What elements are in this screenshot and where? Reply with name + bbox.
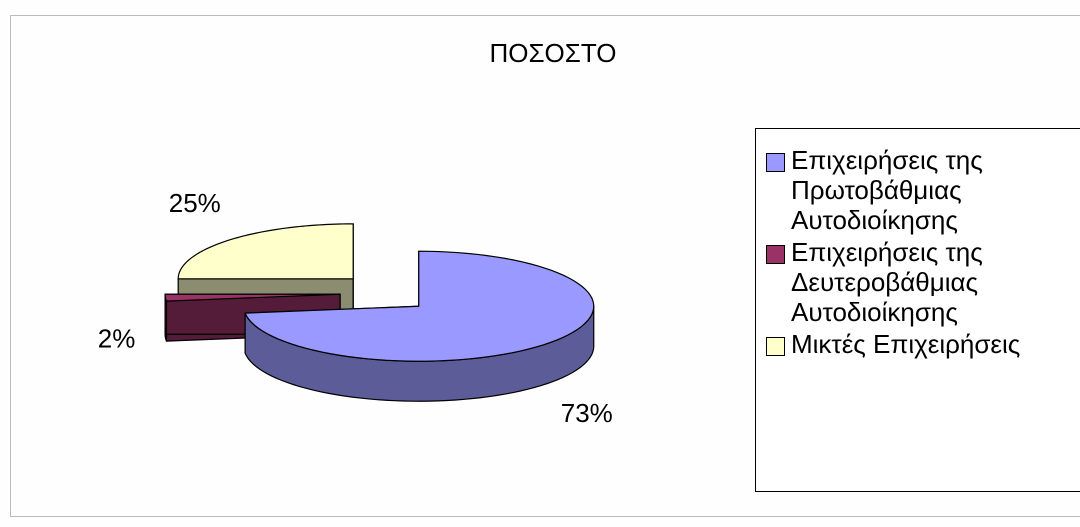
legend-label: Επιχειρήσεις της Πρωτοβάθμιας Αυτοδιοίκη…: [791, 145, 983, 235]
legend-swatch: [766, 245, 785, 264]
data-label: 2%: [98, 324, 136, 354]
slice-top: [244, 250, 595, 362]
legend-label: Επιχειρήσεις της Δευτεροβάθμιας Αυτοδιοί…: [791, 237, 983, 327]
legend-label: Μικτές Επιχειρήσεις: [791, 329, 1021, 359]
legend: Επιχειρήσεις της Πρωτοβάθμιας Αυτοδιοίκη…: [755, 128, 1080, 492]
legend-item: Επιχειρήσεις της Πρωτοβάθμιας Αυτοδιοίκη…: [766, 145, 1080, 235]
pie-slice: [244, 250, 595, 402]
legend-swatch: [766, 337, 785, 356]
legend-item: Επιχειρήσεις της Δευτεροβάθμιας Αυτοδιοί…: [766, 237, 1080, 327]
slice-top: [177, 223, 354, 280]
data-label: 73%: [561, 398, 613, 428]
data-label: 25%: [169, 188, 221, 218]
legend-item: Μικτές Επιχειρήσεις: [766, 329, 1080, 359]
slice-top: [164, 293, 341, 302]
chart-title: ΠΟΣΟΣΤΟ: [489, 38, 616, 68]
chart-frame: [10, 15, 1080, 517]
legend-swatch: [766, 153, 785, 172]
